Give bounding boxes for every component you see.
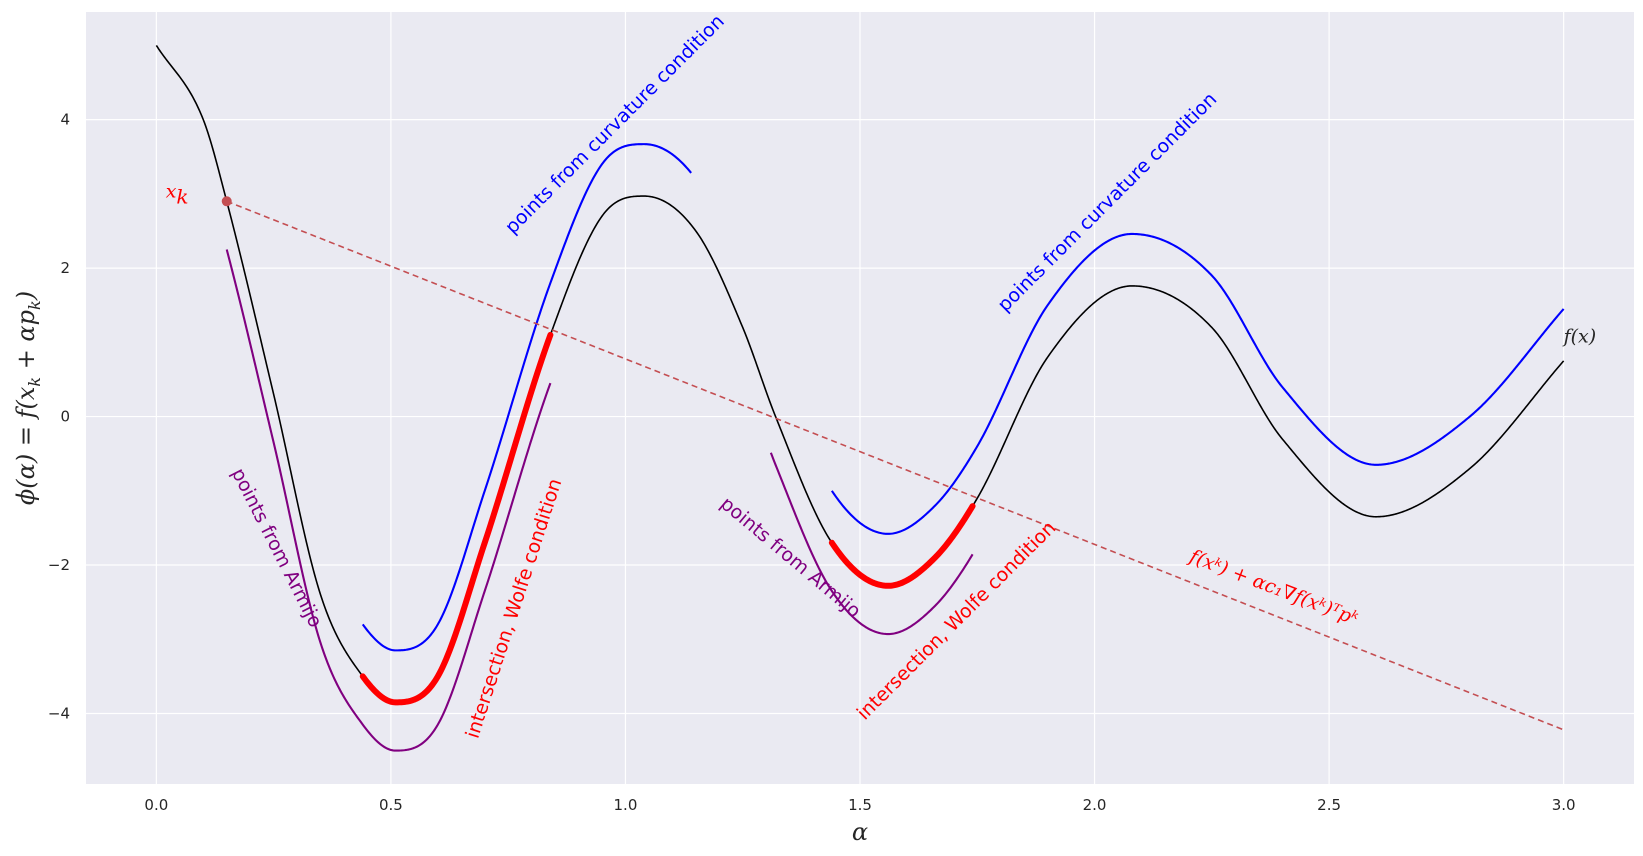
annotation: xk: [166, 181, 189, 209]
armijo-segment: [769, 452, 974, 636]
y-axis-title-main: ϕ(α) = f(x: [12, 386, 40, 505]
x-tick-label: 2.5: [1317, 796, 1341, 814]
armijo-segment: [225, 249, 552, 752]
x-tick-label: 0.5: [379, 796, 403, 814]
wolfe-segment: [828, 503, 976, 589]
wolfe-segment: [359, 331, 554, 706]
y-axis-title: ϕ(α) = f(xk + αpk): [12, 291, 44, 505]
annotation: f(x): [1562, 325, 1597, 347]
y-axis-title-sub1: k: [25, 377, 44, 387]
annotation-fx: f(x): [1562, 325, 1597, 347]
annotation-xk: xk: [166, 181, 189, 209]
annotation-xk-base: x: [166, 181, 177, 203]
y-tick-label: −2: [48, 556, 70, 574]
x-tick-label: 0.0: [144, 796, 168, 814]
y-axis-title-mid: + αp: [12, 310, 40, 377]
y-axis-title-sub2: k: [25, 300, 44, 310]
x-axis-title: α: [852, 818, 868, 846]
grid: [86, 12, 1634, 784]
y-tick-label: 0: [60, 408, 70, 426]
series-layer: [155, 44, 1565, 752]
x-tick-label: 3.0: [1552, 796, 1576, 814]
y-tick-label: −4: [48, 704, 70, 722]
x-tick-label: 1.5: [848, 796, 872, 814]
x-tick-label: 1.0: [614, 796, 638, 814]
curvature-segment: [830, 232, 1565, 535]
y-axis-title-close: ): [12, 291, 40, 301]
annotation-xk-sub: k: [176, 185, 188, 209]
x-tick-label: 2.0: [1083, 796, 1107, 814]
y-tick-label: 4: [60, 111, 70, 129]
curvature-segment: [361, 143, 692, 652]
tick-labels: 0.0 0.5 1.0 1.5 2.0 2.5 3.0 −4 −2 0 2 4: [48, 111, 1576, 814]
y-tick-label: 2: [60, 259, 70, 277]
start-point-marker: [221, 196, 232, 207]
